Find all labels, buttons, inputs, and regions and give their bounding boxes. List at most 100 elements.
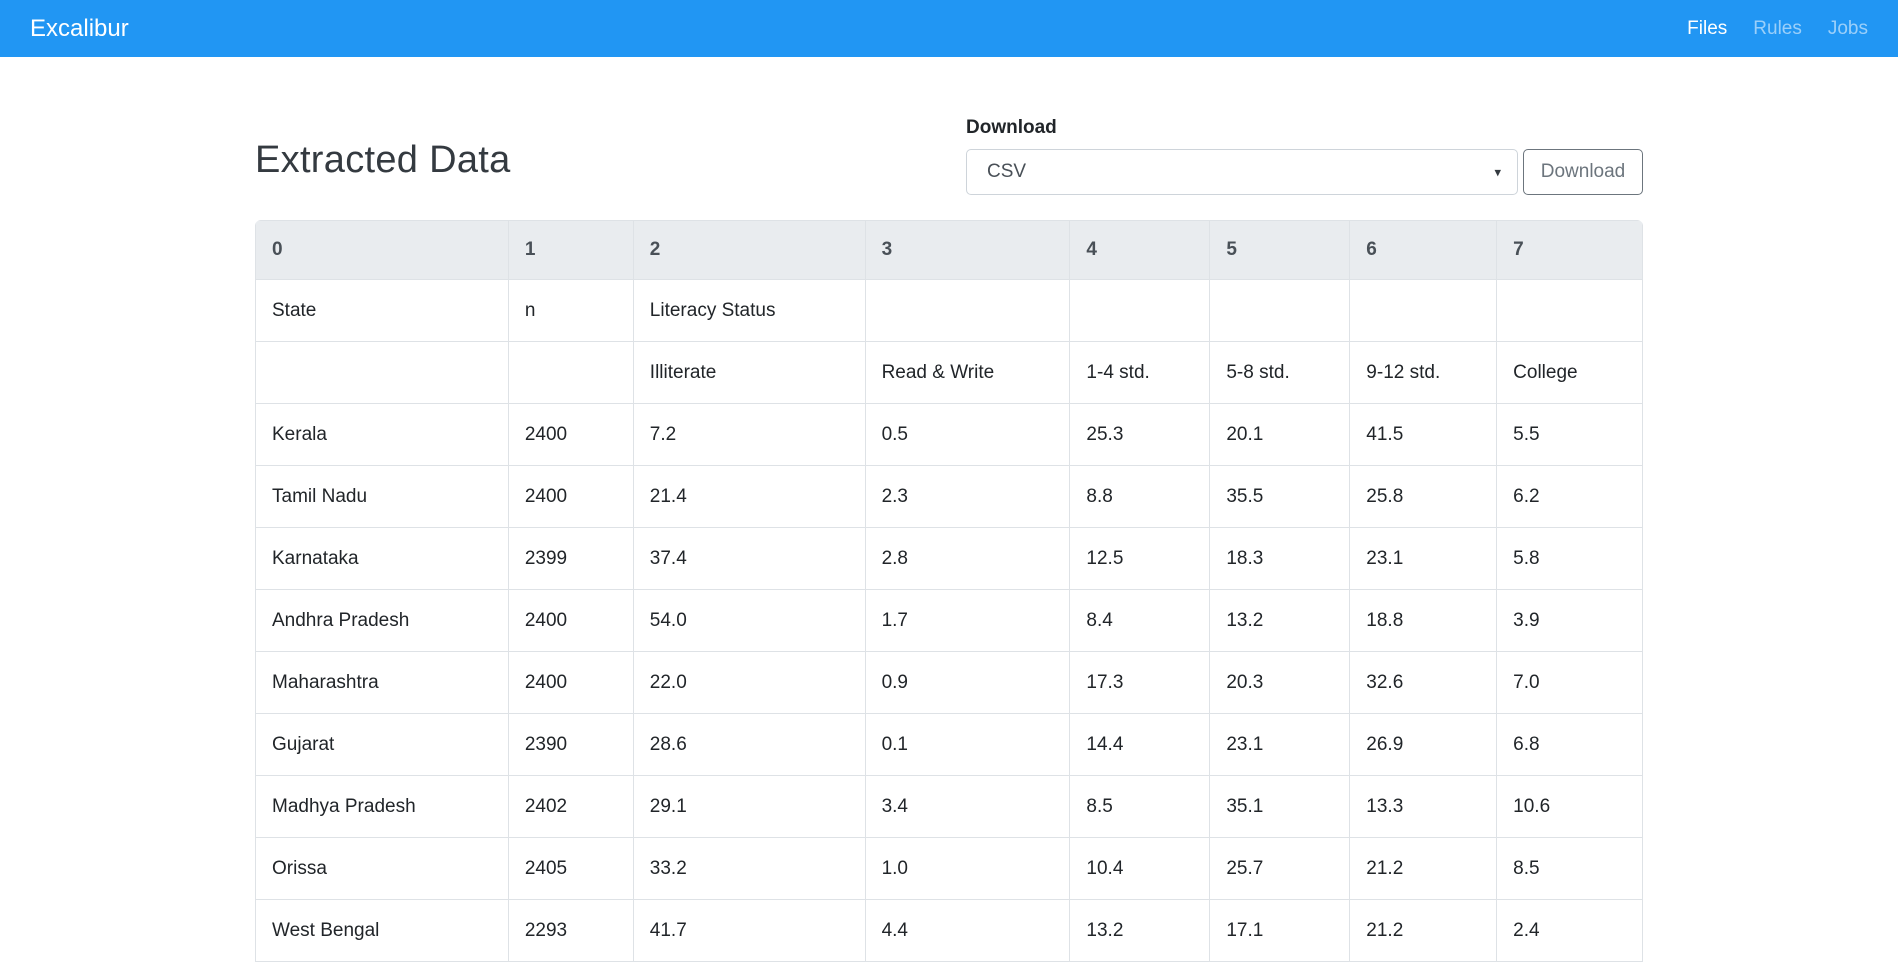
table-cell: Maharashtra xyxy=(255,651,509,714)
table-cell: Madhya Pradesh xyxy=(255,775,509,838)
column-header: 2 xyxy=(632,220,866,280)
column-header: 1 xyxy=(507,220,634,280)
table-cell: 18.8 xyxy=(1349,589,1498,652)
table-cell: 5-8 std. xyxy=(1209,341,1351,404)
table-cell: Read & Write xyxy=(864,341,1071,404)
table-cell: 5.5 xyxy=(1496,403,1643,466)
table-cell: 4.4 xyxy=(864,899,1071,962)
table-cell: 0.5 xyxy=(864,403,1071,466)
table-cell: 14.4 xyxy=(1069,713,1211,776)
table-cell xyxy=(1349,279,1498,342)
table-cell: 22.0 xyxy=(632,651,866,714)
table-body: State n Literacy Status Illiterate Read & Wr… xyxy=(255,279,1643,962)
table-cell: 13.2 xyxy=(1069,899,1211,962)
table-cell: 2390 xyxy=(507,713,634,776)
table-cell: 2400 xyxy=(507,403,634,466)
table-cell: Orissa xyxy=(255,837,509,900)
table-cell: 54.0 xyxy=(632,589,866,652)
column-header: 0 xyxy=(255,220,509,280)
table-cell: 17.1 xyxy=(1209,899,1351,962)
table-cell: 41.7 xyxy=(632,899,866,962)
table-cell: 0.1 xyxy=(864,713,1071,776)
download-button[interactable]: Download xyxy=(1523,149,1643,195)
table-cell xyxy=(1209,279,1351,342)
title-column: Extracted Data xyxy=(255,117,511,195)
table-row: Orissa 2405 33.2 1.0 10.4 25.7 21.2 8.5 xyxy=(255,837,1643,900)
table-cell: 2.4 xyxy=(1496,899,1643,962)
table-cell: Literacy Status xyxy=(632,279,866,342)
table-cell xyxy=(507,341,634,404)
nav-link-files[interactable]: Files xyxy=(1687,17,1728,39)
table-cell: 32.6 xyxy=(1349,651,1498,714)
table-row: Andhra Pradesh 2400 54.0 1.7 8.4 13.2 18.8 3.9 xyxy=(255,589,1643,652)
table-cell: Tamil Nadu xyxy=(255,465,509,528)
table-cell: 33.2 xyxy=(632,837,866,900)
table-cell: 13.3 xyxy=(1349,775,1498,838)
table-cell: 3.9 xyxy=(1496,589,1643,652)
table-cell xyxy=(255,341,509,404)
table-cell: 20.1 xyxy=(1209,403,1351,466)
table-cell: 6.8 xyxy=(1496,713,1643,776)
table-cell: 8.5 xyxy=(1496,837,1643,900)
table-cell: 21.2 xyxy=(1349,837,1498,900)
column-header: 6 xyxy=(1349,220,1498,280)
table-cell: 1.7 xyxy=(864,589,1071,652)
table-cell: 23.1 xyxy=(1209,713,1351,776)
download-input-group: CSV ▾ Download xyxy=(966,149,1643,195)
table-row: Madhya Pradesh 2402 29.1 3.4 8.5 35.1 13.3 10.6 xyxy=(255,775,1643,838)
table-row: Karnataka 2399 37.4 2.8 12.5 18.3 23.1 5.8 xyxy=(255,527,1643,590)
table-cell: 26.9 xyxy=(1349,713,1498,776)
format-select[interactable]: CSV ▾ xyxy=(966,149,1518,195)
table-row: Kerala 2400 7.2 0.5 25.3 20.1 41.5 5.5 xyxy=(255,403,1643,466)
table-cell: 10.6 xyxy=(1496,775,1643,838)
table-cell: 10.4 xyxy=(1069,837,1211,900)
main-content: Extracted Data Download CSV ▾ Download 0… xyxy=(255,117,1643,962)
table-cell: 13.2 xyxy=(1209,589,1351,652)
table-cell: 5.8 xyxy=(1496,527,1643,590)
table-cell: West Bengal xyxy=(255,899,509,962)
caret-down-icon: ▾ xyxy=(1494,164,1501,180)
table-cell: State xyxy=(255,279,509,342)
nav-link-jobs[interactable]: Jobs xyxy=(1827,17,1868,39)
table-cell: 18.3 xyxy=(1209,527,1351,590)
table-cell: Kerala xyxy=(255,403,509,466)
table-cell: 21.4 xyxy=(632,465,866,528)
nav-link-rules[interactable]: Rules xyxy=(1753,17,1802,39)
table-cell: 1.0 xyxy=(864,837,1071,900)
table-row: Maharashtra 2400 22.0 0.9 17.3 20.3 32.6 7.0 xyxy=(255,651,1643,714)
table-cell: 8.8 xyxy=(1069,465,1211,528)
table-row: Gujarat 2390 28.6 0.1 14.4 23.1 26.9 6.8 xyxy=(255,713,1643,776)
table-cell: Gujarat xyxy=(255,713,509,776)
table-cell: 6.2 xyxy=(1496,465,1643,528)
table-cell: 8.5 xyxy=(1069,775,1211,838)
table-cell: 1-4 std. xyxy=(1069,341,1211,404)
table-cell: 37.4 xyxy=(632,527,866,590)
download-label: Download xyxy=(966,117,1057,138)
table-cell: Illiterate xyxy=(632,341,866,404)
table-cell: 41.5 xyxy=(1349,403,1498,466)
table-row: State n Literacy Status xyxy=(255,279,1643,342)
table-cell: 2405 xyxy=(507,837,634,900)
table-cell xyxy=(1069,279,1211,342)
table-row: Illiterate Read & Write 1-4 std. 5-8 std. 9-… xyxy=(255,341,1643,404)
table-cell: 21.2 xyxy=(1349,899,1498,962)
table-cell: 25.8 xyxy=(1349,465,1498,528)
table-cell: 2293 xyxy=(507,899,634,962)
table-row: Tamil Nadu 2400 21.4 2.3 8.8 35.5 25.8 6.2 xyxy=(255,465,1643,528)
column-header: 4 xyxy=(1069,220,1211,280)
table-cell: 25.3 xyxy=(1069,403,1211,466)
table-cell: 23.1 xyxy=(1349,527,1498,590)
navbar: Excalibur Files Rules Jobs xyxy=(0,0,1898,57)
table-cell: 3.4 xyxy=(864,775,1071,838)
table-cell: 25.7 xyxy=(1209,837,1351,900)
page-title: Extracted Data xyxy=(255,139,511,181)
table-cell: Karnataka xyxy=(255,527,509,590)
table-cell: 2.3 xyxy=(864,465,1071,528)
table-cell: 29.1 xyxy=(632,775,866,838)
brand-link[interactable]: Excalibur xyxy=(30,14,129,42)
page-head: Extracted Data Download CSV ▾ Download xyxy=(255,117,1643,195)
table-cell xyxy=(1496,279,1643,342)
table-cell: 8.4 xyxy=(1069,589,1211,652)
